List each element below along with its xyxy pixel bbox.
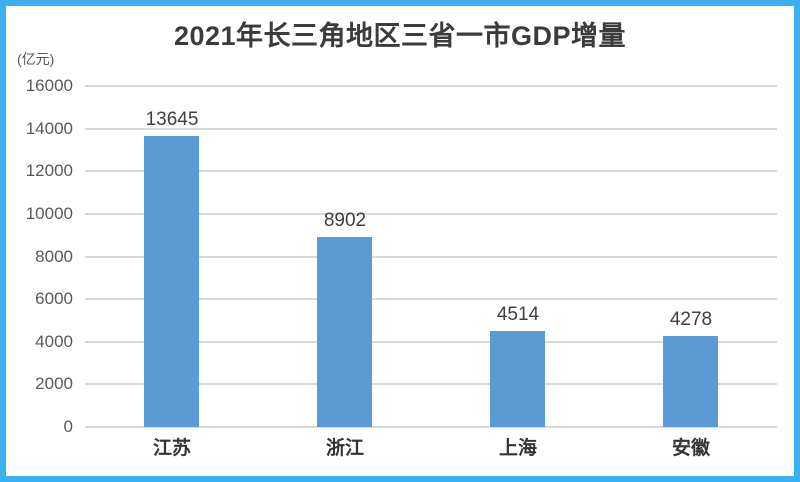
x-axis-label-浙江: 浙江 xyxy=(325,438,364,459)
gridline-10000 xyxy=(85,212,777,215)
y-tick-label-14000: 14000 xyxy=(25,118,73,138)
bar-浙江 xyxy=(317,237,372,427)
y-tick-label-16000: 16000 xyxy=(25,76,73,95)
gridline-6000 xyxy=(85,298,777,301)
y-tick-label-10000: 10000 xyxy=(25,203,73,223)
bar-安徽 xyxy=(663,336,718,427)
x-axis-label-上海: 上海 xyxy=(498,438,537,459)
gridline-16000 xyxy=(85,85,777,87)
y-tick-label-6000: 6000 xyxy=(35,289,73,309)
x-axis-label-安徽: 安徽 xyxy=(671,438,710,459)
y-tick-label-8000: 8000 xyxy=(35,246,73,266)
gridline-2000 xyxy=(85,383,777,386)
gridline-14000 xyxy=(85,127,777,130)
bar-上海 xyxy=(490,331,545,427)
bar-江苏 xyxy=(144,136,199,427)
chart-title: 2021年长三角地区三省一市GDP增量 xyxy=(173,21,627,51)
y-tick-label-4000: 4000 xyxy=(35,331,73,351)
gridline-8000 xyxy=(85,255,777,258)
gridline-0 xyxy=(85,426,777,428)
value-label-上海: 4514 xyxy=(496,304,540,325)
y-tick-label-2000: 2000 xyxy=(35,374,73,394)
gridline-12000 xyxy=(85,170,777,173)
x-axis-label-江苏: 江苏 xyxy=(152,438,191,459)
gridline-4000 xyxy=(85,340,777,343)
y-tick-label-12000: 12000 xyxy=(25,161,73,181)
value-label-浙江: 8902 xyxy=(323,210,367,231)
value-label-安徽: 4278 xyxy=(669,309,713,330)
y-axis-unit-label: (亿元) xyxy=(17,51,55,67)
y-tick-label-0: 0 xyxy=(63,417,73,436)
value-label-江苏: 13645 xyxy=(145,109,199,130)
